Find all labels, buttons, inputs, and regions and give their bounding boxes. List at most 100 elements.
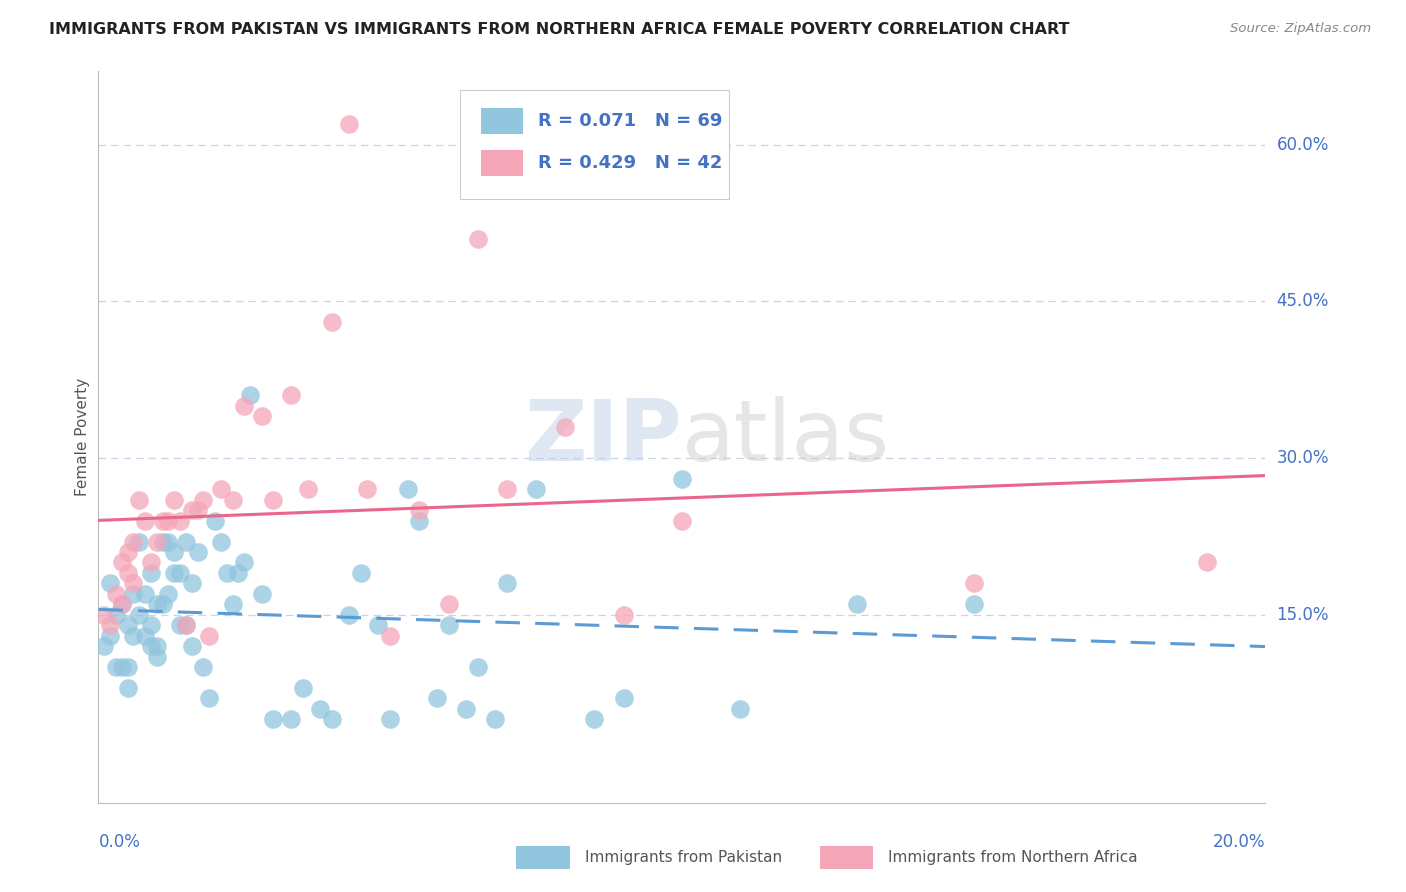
Point — [134, 587, 156, 601]
Text: 0.0%: 0.0% — [98, 833, 141, 851]
Point — [671, 514, 693, 528]
Point — [111, 597, 134, 611]
FancyBboxPatch shape — [481, 108, 523, 135]
Point — [337, 607, 360, 622]
Point — [280, 388, 302, 402]
FancyBboxPatch shape — [516, 846, 569, 870]
Point — [367, 618, 389, 632]
Point — [221, 597, 243, 611]
Point — [146, 639, 169, 653]
Text: Immigrants from Pakistan: Immigrants from Pakistan — [585, 850, 782, 865]
Point — [117, 681, 139, 695]
Point — [467, 660, 489, 674]
Text: 20.0%: 20.0% — [1213, 833, 1265, 851]
Point — [467, 231, 489, 245]
Point — [309, 702, 332, 716]
Point — [408, 503, 430, 517]
FancyBboxPatch shape — [820, 846, 873, 870]
Point — [187, 503, 209, 517]
Point — [139, 566, 162, 580]
Point — [146, 597, 169, 611]
Point — [426, 691, 449, 706]
Point — [209, 483, 232, 497]
Point — [262, 712, 284, 726]
Point — [98, 629, 121, 643]
Point — [233, 399, 256, 413]
Point — [117, 545, 139, 559]
Point — [134, 629, 156, 643]
Point — [321, 712, 343, 726]
Point — [152, 514, 174, 528]
Text: IMMIGRANTS FROM PAKISTAN VS IMMIGRANTS FROM NORTHERN AFRICA FEMALE POVERTY CORRE: IMMIGRANTS FROM PAKISTAN VS IMMIGRANTS F… — [49, 22, 1070, 37]
Text: atlas: atlas — [682, 395, 890, 479]
Point — [496, 576, 519, 591]
Text: 45.0%: 45.0% — [1277, 293, 1329, 310]
Point — [111, 597, 134, 611]
Point — [228, 566, 250, 580]
Point — [117, 566, 139, 580]
Point — [180, 576, 202, 591]
Point — [612, 607, 634, 622]
Point — [111, 556, 134, 570]
Point — [198, 691, 221, 706]
Point — [524, 483, 547, 497]
Point — [157, 514, 180, 528]
Point — [962, 597, 984, 611]
Point — [163, 545, 186, 559]
Point — [128, 534, 150, 549]
Point — [437, 597, 460, 611]
Point — [169, 514, 191, 528]
Point — [583, 712, 606, 726]
Point — [117, 618, 139, 632]
Point — [174, 618, 197, 632]
Point — [139, 556, 162, 570]
Point — [408, 514, 430, 528]
Point — [321, 315, 343, 329]
FancyBboxPatch shape — [481, 150, 523, 176]
Point — [93, 639, 115, 653]
Point — [128, 607, 150, 622]
Point — [93, 607, 115, 622]
Point — [163, 492, 186, 507]
Text: ZIP: ZIP — [524, 395, 682, 479]
Point — [193, 492, 215, 507]
FancyBboxPatch shape — [460, 90, 728, 200]
Point — [104, 587, 127, 601]
Point — [233, 556, 256, 570]
Point — [612, 691, 634, 706]
Point — [396, 483, 419, 497]
Point — [180, 503, 202, 517]
Point — [962, 576, 984, 591]
Point — [117, 660, 139, 674]
Text: R = 0.429   N = 42: R = 0.429 N = 42 — [538, 153, 723, 172]
Text: Source: ZipAtlas.com: Source: ZipAtlas.com — [1230, 22, 1371, 36]
Point — [1195, 556, 1218, 570]
Point — [193, 660, 215, 674]
Text: 30.0%: 30.0% — [1277, 449, 1329, 467]
Point — [146, 649, 169, 664]
Point — [291, 681, 314, 695]
Point — [350, 566, 373, 580]
Point — [250, 409, 273, 424]
Point — [209, 534, 232, 549]
Point — [104, 660, 127, 674]
Point — [122, 587, 145, 601]
Point — [122, 629, 145, 643]
Text: 15.0%: 15.0% — [1277, 606, 1329, 624]
Point — [152, 597, 174, 611]
Point — [262, 492, 284, 507]
Point — [846, 597, 869, 611]
Point — [122, 576, 145, 591]
Y-axis label: Female Poverty: Female Poverty — [75, 378, 90, 496]
Point — [98, 576, 121, 591]
Point — [139, 618, 162, 632]
Point — [180, 639, 202, 653]
Point — [157, 587, 180, 601]
Point — [380, 629, 402, 643]
Point — [139, 639, 162, 653]
Point — [221, 492, 243, 507]
Text: R = 0.071   N = 69: R = 0.071 N = 69 — [538, 112, 723, 130]
Point — [484, 712, 506, 726]
Point — [98, 618, 121, 632]
Point — [454, 702, 477, 716]
